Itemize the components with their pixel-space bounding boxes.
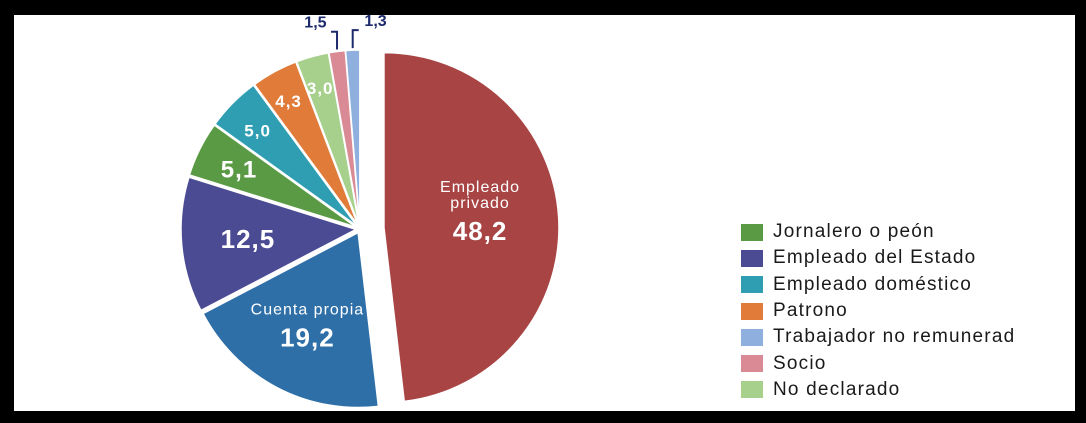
legend-swatch	[741, 302, 763, 320]
slice-name-label: Empleado	[440, 179, 520, 196]
data-label: 5,1	[221, 157, 257, 184]
data-label: 12,5	[221, 224, 276, 254]
legend-label: Trabajador no remunerad	[773, 326, 1016, 348]
legend-swatch	[741, 249, 763, 267]
pie-slice	[213, 84, 358, 227]
legend-entry: No declarado	[741, 377, 1015, 403]
pie-slices	[180, 49, 560, 409]
slice-name-label: privado	[450, 195, 509, 212]
data-label: 3,0	[307, 79, 334, 98]
legend: Jornalero o peón Empleado del Estado Emple…	[741, 219, 1015, 403]
legend-label: Jornalero o peón	[773, 221, 935, 243]
pie-slice	[202, 231, 380, 409]
pie-slice	[344, 49, 361, 226]
legend-entry: Patrono	[741, 298, 1015, 324]
legend-swatch	[741, 276, 763, 294]
legend-swatch	[741, 328, 763, 346]
legend-swatch	[741, 381, 763, 399]
legend-entry: Socio	[741, 350, 1015, 376]
data-label: 5,0	[244, 122, 271, 141]
legend-label: Empleado doméstico	[773, 273, 973, 295]
data-label: 1,5	[304, 15, 326, 32]
legend-entry: Empleado doméstico	[741, 272, 1015, 298]
legend-entry: Jornalero o peón	[741, 219, 1015, 245]
pie-slice	[188, 124, 357, 228]
data-label: 19,2	[280, 322, 335, 352]
legend-entry: Empleado del Estado	[741, 245, 1015, 271]
data-label: 1,3	[364, 15, 386, 30]
pie-slice	[383, 51, 560, 403]
chart-panel: Empleado privado 48,2 Cuenta propia 19,2 12,5…	[14, 15, 1075, 411]
legend-label: No declarado	[773, 378, 901, 400]
pie-slice	[180, 176, 358, 312]
slice-name-label: Cuenta propia	[251, 301, 365, 318]
legend-swatch	[741, 355, 763, 373]
data-label: 4,3	[275, 92, 302, 111]
data-label: 48,2	[453, 216, 508, 246]
legend-label: Empleado del Estado	[773, 247, 977, 269]
leader-line	[331, 30, 339, 50]
legend-entry: Trabajador no remunerad	[741, 324, 1015, 350]
legend-label: Patrono	[773, 300, 848, 322]
pie-slice	[253, 60, 359, 226]
legend-label: Socio	[773, 352, 827, 374]
leader-line	[351, 29, 359, 49]
legend-swatch	[741, 223, 763, 241]
